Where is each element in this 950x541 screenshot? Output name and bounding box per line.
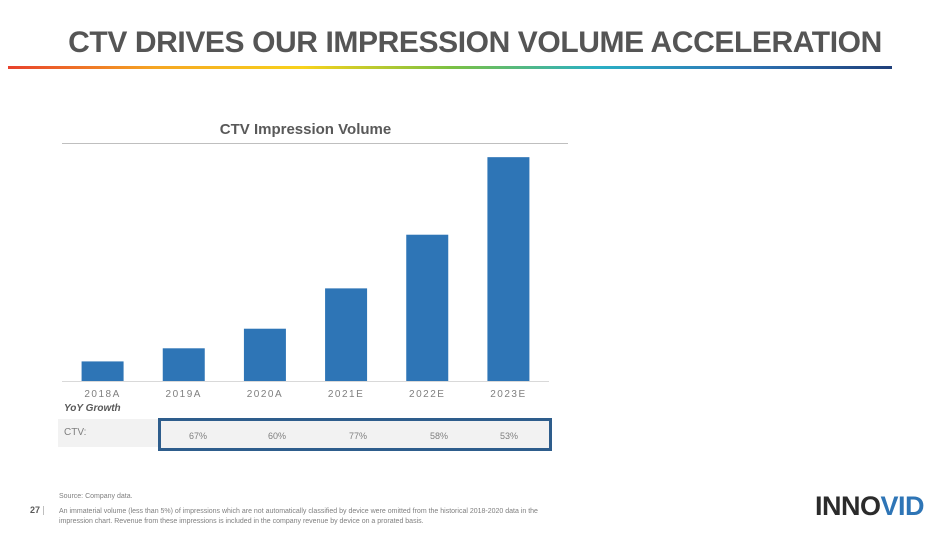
bar	[487, 157, 530, 381]
logo-text: INNO	[815, 491, 881, 521]
x-tick-label: 2018A	[84, 389, 120, 400]
x-tick-label: 2023E	[490, 389, 526, 400]
growth-value: 60%	[267, 431, 286, 441]
logo-text-accent: VID	[880, 491, 925, 521]
growth-value: 53%	[499, 431, 518, 441]
x-tick-label: 2019A	[166, 389, 202, 400]
chart-title-divider	[62, 143, 568, 144]
bar-chart: 2018A 2019A 2020A 2021E 2022E 2023E	[62, 157, 549, 400]
growth-value: 67%	[188, 431, 207, 441]
title-rule	[8, 66, 892, 69]
x-tick-label: 2021E	[328, 389, 364, 400]
chart-title: CTV Impression Volume	[219, 121, 392, 138]
growth-value: 58%	[429, 431, 448, 441]
page-title: CTV DRIVES OUR IMPRESSION VOLUME ACCELER…	[68, 26, 882, 59]
x-tick-label: 2020A	[247, 389, 283, 400]
page-number: 27	[30, 505, 41, 515]
company-logo: INNOVID	[815, 491, 925, 522]
bar	[325, 288, 368, 381]
footnote: An immaterial volume (less than 5%) of i…	[59, 508, 538, 525]
yoy-growth-heading: YoY Growth	[64, 403, 121, 414]
source-note: Source: Company data.	[59, 493, 133, 500]
bar	[81, 361, 124, 381]
bar	[162, 348, 205, 381]
x-tick-label: 2022E	[409, 389, 445, 400]
bar	[243, 328, 286, 381]
page-number-divider	[43, 506, 44, 515]
growth-highlight-box: 67% 60% 77% 58% 53%	[158, 418, 552, 451]
bar	[406, 234, 449, 381]
growth-row-label: CTV:	[64, 427, 87, 438]
growth-value: 77%	[348, 431, 367, 441]
